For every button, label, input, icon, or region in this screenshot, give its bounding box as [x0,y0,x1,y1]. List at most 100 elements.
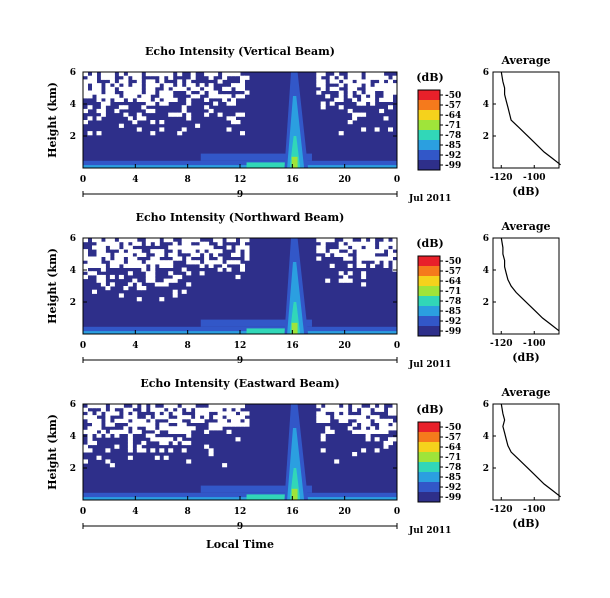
no-echo-cell [92,415,97,420]
colorbar-label: -99 [445,161,461,171]
no-echo-cell [100,252,106,257]
no-echo-cell [329,86,335,91]
no-echo-cell [379,422,385,427]
no-echo-cell [96,116,102,121]
colorbar-label: -99 [445,327,461,337]
no-echo-cell [172,440,178,446]
no-echo-cell [186,249,192,254]
average-y-tick-label: 6 [483,400,489,410]
no-echo-cell [87,440,93,446]
no-echo-cell [240,86,245,91]
no-echo-cell [177,422,183,427]
no-echo-cell [177,429,183,434]
no-echo-cell [92,83,97,88]
no-echo-cell [145,83,151,88]
average-x-tick-label: -100 [523,173,546,183]
no-echo-cell [379,407,385,412]
panel-title: Echo Intensity (Eastward Beam) [140,377,339,390]
colorbar-swatch [418,140,440,151]
no-echo-cell [361,418,367,423]
no-echo-cell [235,249,241,254]
no-echo-cell [154,455,160,460]
no-echo-cell [168,448,174,453]
no-echo-cell [199,241,205,246]
no-echo-cell [96,404,102,409]
no-echo-cell [356,75,362,80]
no-echo-cell [127,422,133,427]
no-echo-cell [105,238,111,243]
no-echo-cell [83,94,88,99]
no-echo-cell [118,249,124,254]
colorbar-label: -57 [445,267,461,277]
no-echo-cell [92,79,97,84]
y-axis-label: Height (km) [46,414,59,490]
no-echo-cell [159,282,165,287]
no-echo-cell [127,238,133,243]
no-echo-cell [195,252,201,257]
no-echo-cell [181,422,187,427]
no-echo-cell [383,429,389,434]
no-echo-cell [316,238,322,243]
no-echo-cell [136,249,142,254]
no-echo-cell [392,422,398,427]
no-echo-cell [222,75,228,80]
no-echo-cell [361,429,367,434]
no-echo-cell [370,75,376,80]
no-echo-cell [199,411,205,416]
colorbar-swatch [418,492,440,503]
no-echo-cell [105,411,111,416]
no-echo-cell [190,94,196,99]
no-echo-cell [100,245,106,250]
no-echo-cell [181,245,187,250]
no-echo-cell [217,267,223,272]
no-echo-cell [118,238,124,243]
no-echo-cell [235,437,241,442]
no-echo-cell [356,404,362,409]
no-echo-cell [347,72,353,77]
no-echo-cell [352,429,358,434]
no-echo-cell [96,86,102,91]
no-echo-cell [159,94,165,99]
no-echo-cell [123,241,129,246]
no-echo-cell [213,252,219,257]
no-echo-cell [320,415,326,420]
no-echo-cell [235,86,241,91]
no-echo-cell [231,422,236,427]
no-echo-cell [226,267,232,272]
no-echo-cell [96,455,102,460]
no-echo-cell [325,426,331,431]
no-echo-cell [132,90,138,95]
no-echo-cell [338,245,344,250]
colorbar-label: -50 [445,91,461,101]
x-tick-label: 4 [132,507,138,517]
colorbar-label: -85 [445,473,461,483]
no-echo-cell [388,440,393,446]
no-echo-cell [83,72,88,77]
no-echo-cell [181,448,187,453]
no-echo-cell [374,448,380,453]
no-echo-cell [123,263,129,268]
no-echo-cell [235,94,241,99]
no-echo-cell [199,407,205,412]
no-echo-cell [244,75,250,80]
date-label: Jul 2011 [408,526,451,536]
no-echo-cell [145,260,151,265]
no-echo-cell [132,426,138,431]
no-echo-cell [163,97,169,102]
no-echo-cell [127,437,133,442]
no-echo-cell [100,249,106,254]
no-echo-cell [195,418,201,423]
colorbar-label: -78 [445,131,461,141]
no-echo-cell [231,120,236,125]
no-echo-cell [208,404,214,409]
no-echo-cell [168,429,174,434]
no-echo-cell [213,238,219,243]
no-echo-cell [163,422,169,427]
no-echo-cell [343,79,349,84]
y-tick-label: 6 [70,68,76,78]
no-echo-cell [217,415,223,420]
no-echo-cell [105,241,111,246]
no-echo-cell [325,238,331,243]
no-echo-cell [365,422,371,427]
x-tick-label: 12 [234,175,247,185]
